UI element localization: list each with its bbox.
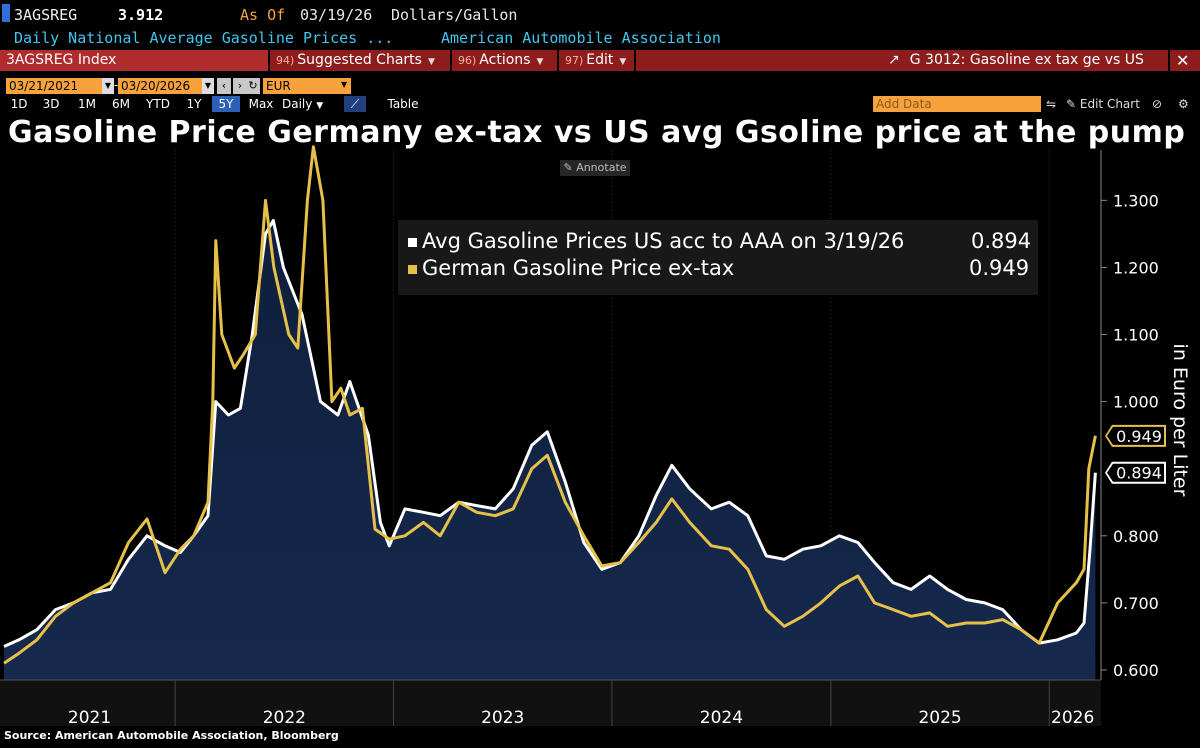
annotate-button[interactable]: ✎ Annotate	[560, 160, 630, 176]
prev-period-icon[interactable]: ‹	[217, 78, 231, 94]
toolbar-divider	[450, 50, 452, 71]
y-tick-label: 1.100	[1113, 326, 1159, 345]
x-tick-label: 2024	[700, 708, 743, 728]
value-tag-label: 0.894	[1116, 464, 1162, 483]
annotate-label: Annotate	[576, 161, 627, 174]
x-tick-label: 2021	[68, 708, 111, 728]
start-date-dropdown-icon[interactable]: ▼	[102, 78, 114, 94]
next-period-icon[interactable]: ›	[233, 78, 247, 94]
edit-menu[interactable]: 97) Edit ▼	[565, 50, 626, 71]
edit-label: Edit	[586, 52, 614, 68]
actions-label: Actions	[479, 52, 531, 68]
reset-period-icon[interactable]: ↻	[246, 78, 260, 94]
chevron-down-icon: ▼	[536, 57, 544, 67]
toolbar-divider	[634, 50, 636, 71]
y-tick-label: 0.600	[1113, 661, 1159, 680]
resize-icon[interactable]: ⇋	[1046, 97, 1057, 111]
suggested-charts-number: 94)	[276, 54, 295, 67]
edit-number: 97)	[565, 54, 584, 67]
legend-de-swatch	[408, 264, 417, 274]
value-tag-inner	[1107, 463, 1164, 482]
chart-legend	[398, 220, 1038, 295]
y-axis-label: in Euro per Liter	[1169, 344, 1191, 497]
range-ytd[interactable]: YTD	[146, 97, 170, 111]
de-last-value-tag: 0.949	[1105, 424, 1166, 447]
range-6m[interactable]: 6M	[112, 97, 130, 111]
legend-us-swatch	[408, 237, 417, 247]
range-1m[interactable]: 1M	[78, 97, 96, 111]
us-area-fill	[4, 220, 1096, 680]
x-tick-label: 2023	[481, 708, 524, 728]
frequency-label: Daily	[282, 97, 313, 111]
range-max[interactable]: Max	[248, 97, 274, 111]
related-chart-label: G 3012: Gasoline ex tax ge vs US	[909, 52, 1144, 68]
end-date-dropdown-icon[interactable]: ▼	[202, 78, 214, 94]
suggested-charts-menu[interactable]: 94) Suggested Charts ▼	[276, 50, 435, 71]
chevron-down-icon: ▼	[316, 101, 324, 111]
edit-chart-button[interactable]: ✎ Edit Chart	[1066, 96, 1140, 112]
y-tick-label: 0.700	[1113, 594, 1159, 613]
function-toolbar	[0, 50, 1200, 71]
legend-us: Avg Gasoline Prices US acc to AAA on 3/1…	[408, 229, 904, 253]
y-tick-label: 1.300	[1113, 191, 1159, 210]
suggested-charts-label: Suggested Charts	[297, 52, 422, 68]
x-tick-label: 2025	[918, 708, 961, 728]
index-tab[interactable]: 3AGSREG Index	[0, 50, 268, 71]
actions-menu[interactable]: 96) Actions ▼	[458, 50, 543, 71]
settings-icon[interactable]: ⚙	[1178, 97, 1189, 111]
legend-de-label: German Gasoline Price ex-tax	[422, 256, 735, 280]
end-date-input[interactable]: 03/20/2026	[118, 78, 202, 94]
value-tag-label: 0.949	[1116, 427, 1162, 446]
add-data-input[interactable]: Add Data	[873, 96, 1041, 112]
chevron-down-icon: ▼	[427, 57, 435, 67]
legend-de-value: 0.949	[969, 256, 1030, 280]
line-chart-icon[interactable]: ⟋	[344, 96, 366, 112]
chart-title: Gasoline Price Germany ex-tax vs US avg …	[8, 115, 1186, 150]
toolbar-divider	[1168, 50, 1170, 71]
series-source: American Automobile Association	[441, 29, 721, 47]
start-date-input[interactable]: 03/21/2021	[6, 78, 102, 94]
date-separator: -	[114, 78, 119, 92]
legend-de: German Gasoline Price ex-tax	[408, 256, 734, 280]
last-price: 3.912	[118, 6, 164, 24]
as-of-date: 03/19/26	[300, 6, 373, 24]
external-link-icon: ↗	[888, 52, 900, 68]
range-5y[interactable]: 5Y	[212, 96, 240, 112]
x-tick-label: 2026	[1051, 708, 1094, 728]
value-tag-inner	[1107, 426, 1164, 445]
y-tick-label: 1.000	[1113, 393, 1159, 412]
ticker-symbol[interactable]: 3AGSREG	[14, 6, 78, 24]
frequency-select[interactable]: Daily ▼	[282, 96, 336, 112]
close-icon[interactable]: ✕	[1176, 51, 1190, 70]
pencil-icon: ✎	[1066, 97, 1077, 111]
actions-number: 96)	[458, 54, 477, 67]
toolbar-divider	[268, 50, 270, 71]
currency-select[interactable]: EUR	[263, 78, 351, 94]
us-last-value-tag: 0.894	[1105, 461, 1166, 484]
x-axis-band	[0, 680, 1101, 726]
range-1d[interactable]: 1D	[10, 97, 28, 111]
pencil-icon: ✎	[563, 161, 573, 174]
price-units: Dollars/Gallon	[391, 6, 518, 24]
ticker-marker	[2, 4, 10, 22]
range-3d[interactable]: 3D	[42, 97, 60, 111]
y-tick-label: 0.800	[1113, 527, 1159, 546]
range-1y[interactable]: 1Y	[186, 97, 202, 111]
toolbar-divider	[557, 50, 559, 71]
related-chart-link[interactable]: ↗ G 3012: Gasoline ex tax ge vs US	[888, 50, 1144, 71]
as-of-label: As Of	[240, 6, 286, 24]
table-view-button[interactable]: Table	[387, 97, 419, 111]
chart-source: Source: American Automobile Association,…	[4, 729, 339, 742]
legend-us-label: Avg Gasoline Prices US acc to AAA on 3/1…	[422, 229, 905, 253]
legend-us-value: 0.894	[971, 229, 1032, 253]
x-tick-label: 2022	[263, 708, 306, 728]
chevron-down-icon: ▼	[619, 57, 627, 67]
y-tick-label: 1.200	[1113, 258, 1159, 277]
de-series-line	[3, 145, 1097, 665]
edit-off-icon[interactable]: ⊘	[1152, 97, 1163, 111]
currency-dropdown-icon[interactable]: ▼	[341, 80, 348, 89]
series-description: Daily National Average Gasoline Prices .…	[14, 29, 394, 47]
edit-chart-label: Edit Chart	[1079, 97, 1140, 111]
